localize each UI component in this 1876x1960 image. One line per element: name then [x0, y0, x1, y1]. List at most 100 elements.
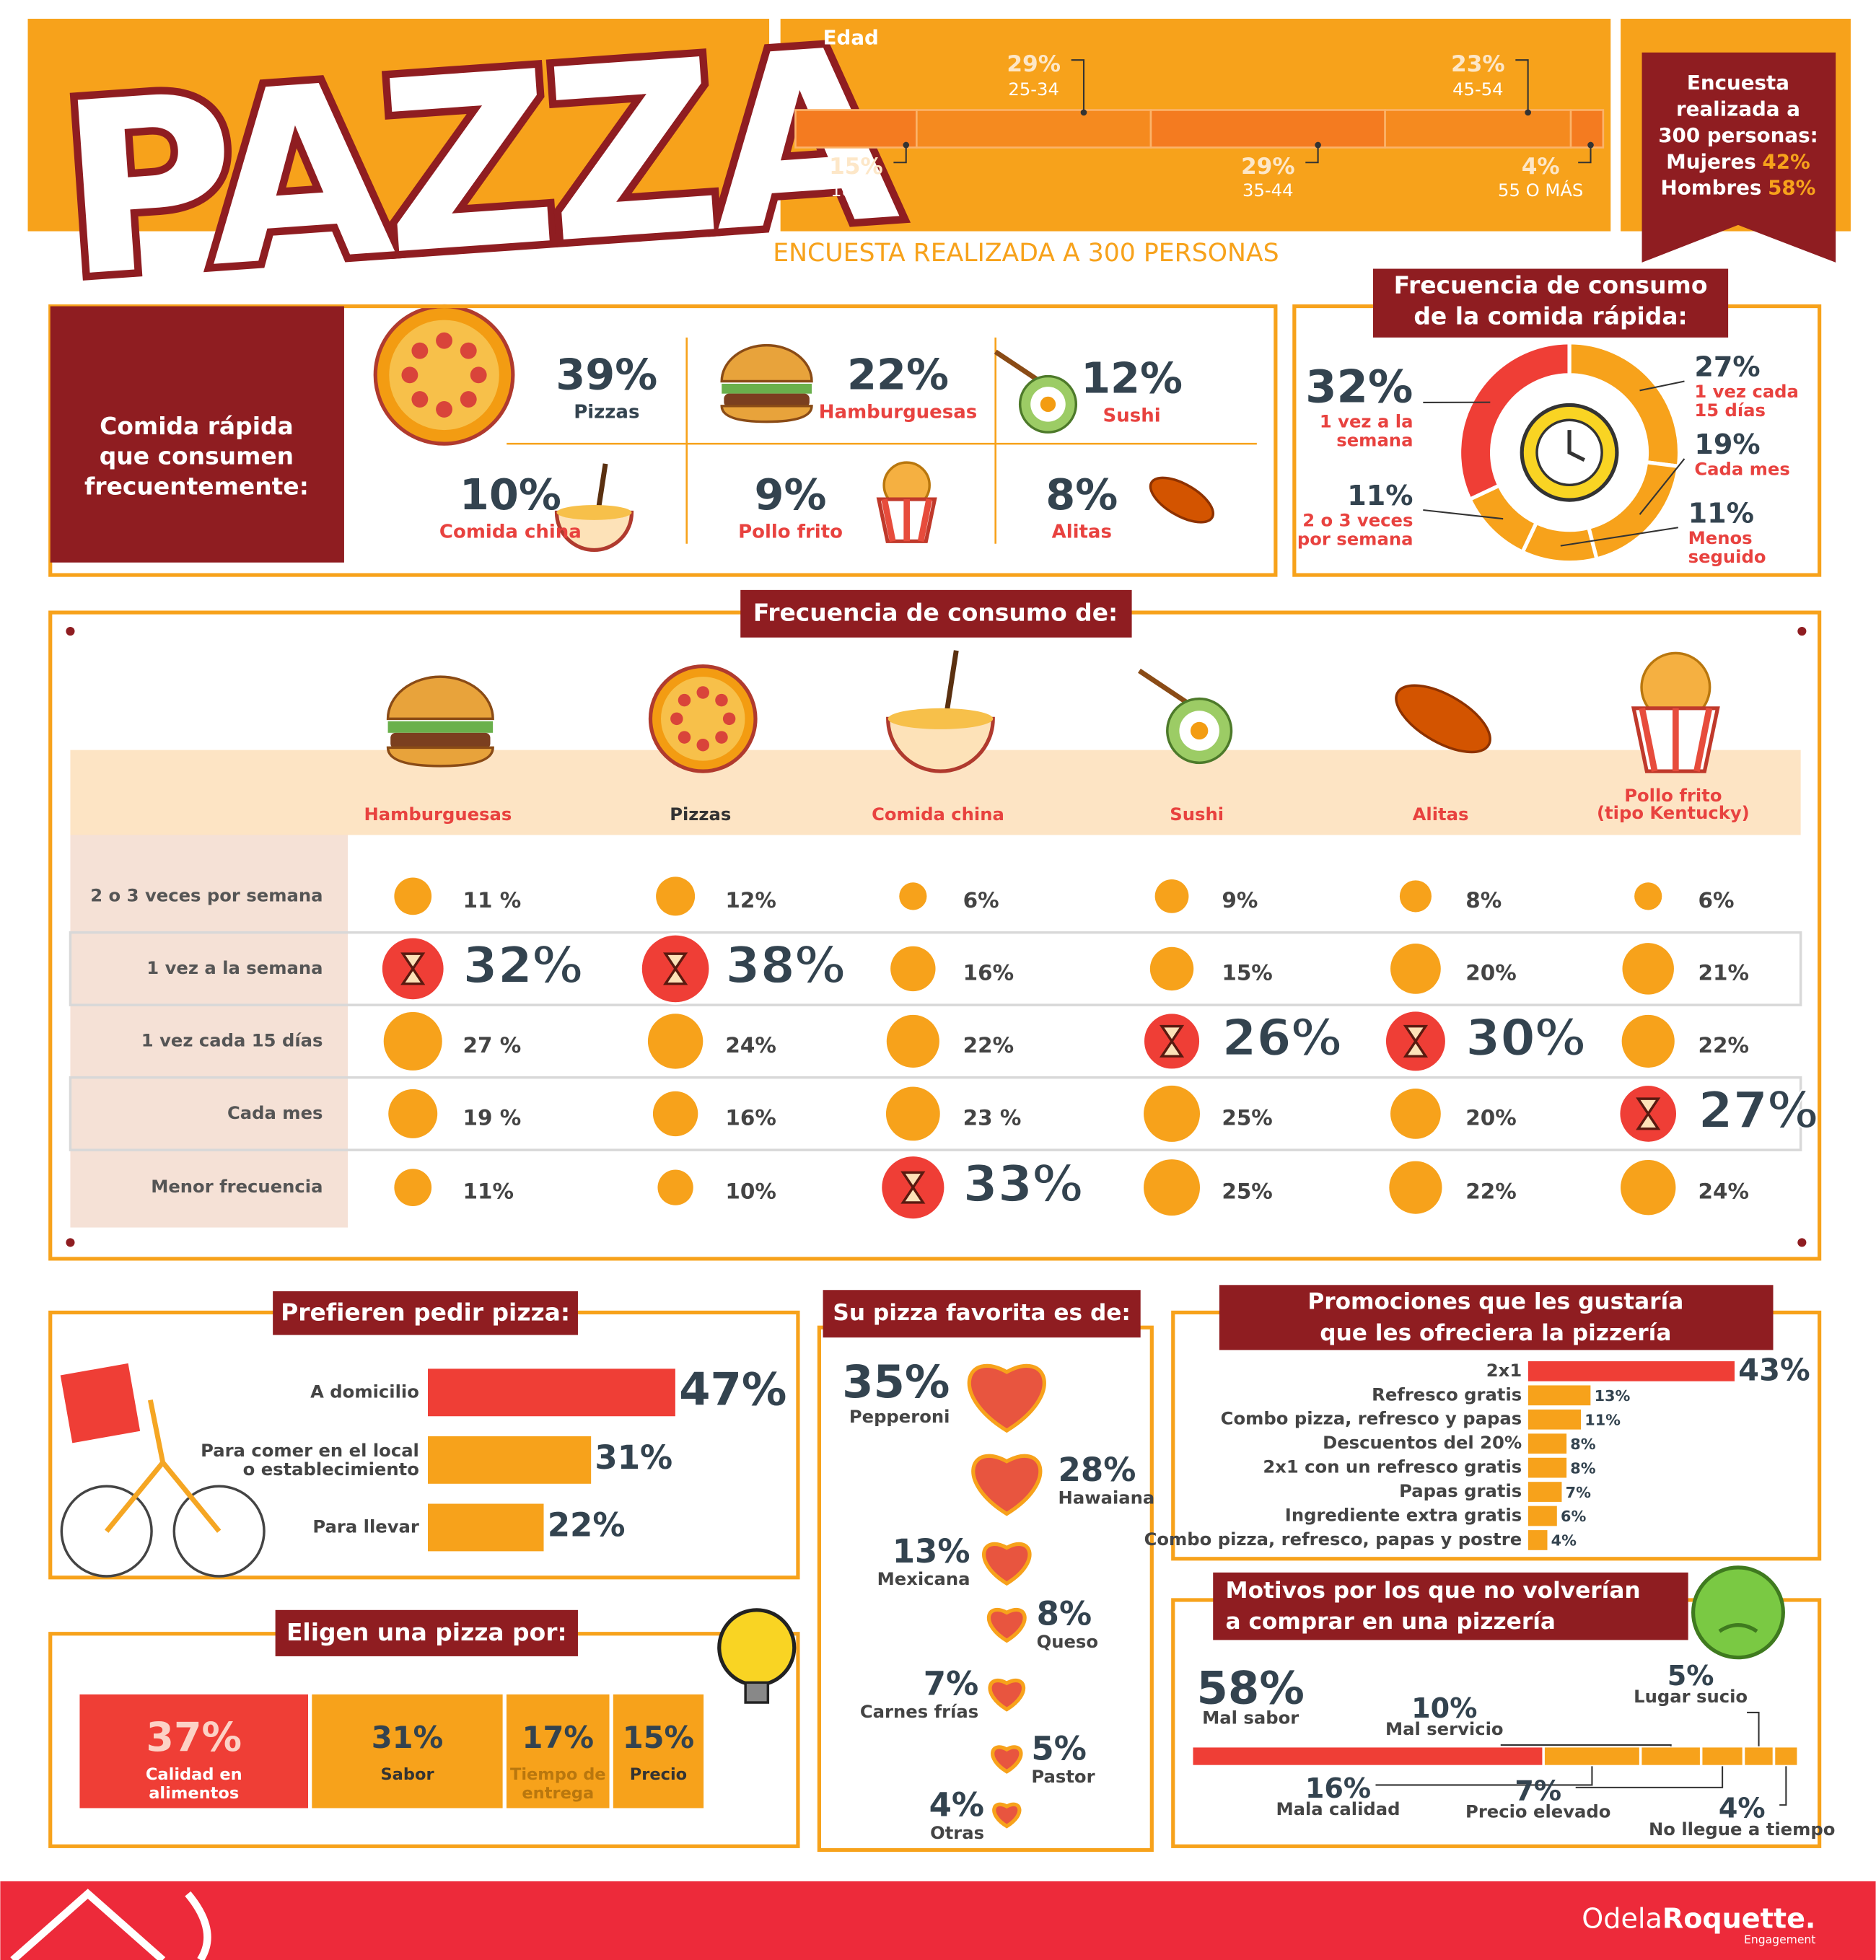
section-title: Promociones que les gustaría [1307, 1289, 1683, 1315]
segment-name: Calidad en [146, 1765, 242, 1784]
value-circle [1390, 944, 1441, 994]
reason-name: Precio elevado [1465, 1801, 1610, 1822]
age-value: 29% [1241, 154, 1295, 180]
hourglass-icon [900, 1171, 926, 1204]
value-label: 30% [1465, 1009, 1585, 1067]
bar-value: 47% [679, 1363, 786, 1415]
value-label: 8% [1465, 888, 1502, 913]
value-circle [647, 1014, 704, 1069]
value-circle [394, 877, 432, 915]
food-value: 39% [556, 349, 657, 399]
bowl-icon [886, 716, 995, 773]
age-label: Edad [823, 26, 879, 50]
value-label: 32% [463, 937, 583, 995]
value-circle [652, 1091, 698, 1137]
section-title: Motivos por los que no volverían [1226, 1578, 1641, 1604]
leader-line [1305, 145, 1319, 164]
bar-value: 8% [1570, 1436, 1595, 1453]
leader-line [893, 145, 907, 164]
bar-value: 7% [1566, 1484, 1591, 1501]
column-name: Hamburguesas [364, 804, 512, 825]
bar [1527, 1385, 1591, 1406]
bar-label: 2x1 [1486, 1360, 1522, 1381]
bar-label: Refresco gratis [1372, 1384, 1522, 1405]
bar-value: 22% [548, 1506, 626, 1544]
age-segment [1569, 109, 1605, 149]
food-value: 12% [1081, 353, 1183, 403]
value-label: 25% [1222, 1179, 1272, 1204]
pizza-topping [696, 686, 709, 699]
favorite-value: 35% [842, 1355, 950, 1408]
value-label: 11 % [463, 888, 522, 913]
stacked-segment [76, 1690, 312, 1812]
title-box [1219, 1285, 1774, 1350]
section-title: que les ofreciera la pizzería [1320, 1320, 1671, 1346]
sick-face [1718, 1623, 1758, 1633]
donut-segment [1458, 340, 1572, 502]
subtitle: ENCUESTA REALIZADA A 300 PERSONAS [773, 239, 1279, 268]
age-value: 15% [829, 154, 883, 180]
pizza-topping [678, 731, 691, 744]
clock-hands [1567, 430, 1586, 462]
bar-value: 6% [1561, 1508, 1586, 1525]
group-value: 42% [1762, 149, 1810, 173]
group-value: 58% [1768, 176, 1815, 200]
segment-value: 37% [146, 1715, 242, 1761]
value-label: 21% [1699, 960, 1749, 985]
leader-line [1500, 1744, 1672, 1746]
bar [1527, 1433, 1567, 1454]
leader-dot [1315, 141, 1321, 149]
value-circle [1144, 1159, 1201, 1216]
favorite-value: 8% [1037, 1594, 1092, 1632]
hourglass-icon [1403, 1024, 1429, 1058]
stacked-segment [1699, 1744, 1745, 1768]
value-circle [394, 1169, 432, 1207]
leader-line [1747, 1711, 1760, 1746]
segment-name: Tiempo de [510, 1765, 606, 1784]
row-label: 1 vez cada 15 días [141, 1029, 323, 1050]
burger-icon [386, 746, 494, 768]
value-circle [890, 946, 936, 992]
section-title: a comprar en una pizzería [1226, 1609, 1556, 1635]
favorite-name: Carnes frías [860, 1701, 978, 1722]
value-label: 12% [725, 888, 776, 913]
food-name: Pollo frito [738, 522, 843, 543]
section-title: Frecuencia de consumo de: [753, 598, 1118, 626]
bulb-icon [717, 1608, 797, 1687]
bike-wheel [172, 1485, 266, 1578]
row-outline [69, 1076, 1802, 1151]
survey-line: Encuesta [1687, 71, 1789, 95]
value-circle [885, 1086, 940, 1141]
frequency-name: 2 o 3 veces [1302, 510, 1413, 531]
favorite-value: 4% [929, 1786, 984, 1824]
group-name: Hombres [1660, 176, 1761, 200]
value-label: 19 % [463, 1105, 522, 1130]
frequency-name: 1 vez a la [1320, 411, 1413, 432]
bar [1527, 1361, 1735, 1381]
bucket-stripe [917, 498, 932, 542]
burger-icon [387, 721, 494, 733]
leader-dot [1587, 141, 1594, 149]
food-name: Alitas [1052, 522, 1112, 543]
corner-dot [1797, 626, 1807, 636]
section-title: Eligen una pizza por: [286, 1618, 567, 1646]
bar-label: Combo pizza, refresco, papas y postre [1144, 1529, 1522, 1550]
sushi-icon [1040, 396, 1056, 413]
label-box [50, 306, 344, 563]
reason-name: Mal sabor [1202, 1708, 1299, 1728]
bar-value: 4% [1551, 1532, 1577, 1550]
favorite-name: Otras [930, 1822, 984, 1843]
leader-dot [903, 141, 910, 149]
age-segment [794, 109, 918, 149]
column-name: Alitas [1413, 804, 1469, 825]
footer-band [0, 1881, 1876, 1960]
value-circle [1399, 880, 1432, 913]
pizza-topping [401, 366, 418, 384]
bar-value: 8% [1570, 1459, 1595, 1477]
bar-label: A domicilio [310, 1381, 419, 1402]
pizza-topping [436, 401, 452, 418]
heart [992, 1802, 1022, 1829]
leader-line [1071, 59, 1085, 113]
leader-line [1575, 1766, 1724, 1788]
